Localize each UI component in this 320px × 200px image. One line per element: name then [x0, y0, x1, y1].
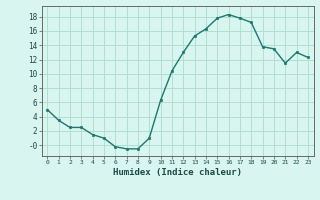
- X-axis label: Humidex (Indice chaleur): Humidex (Indice chaleur): [113, 168, 242, 177]
